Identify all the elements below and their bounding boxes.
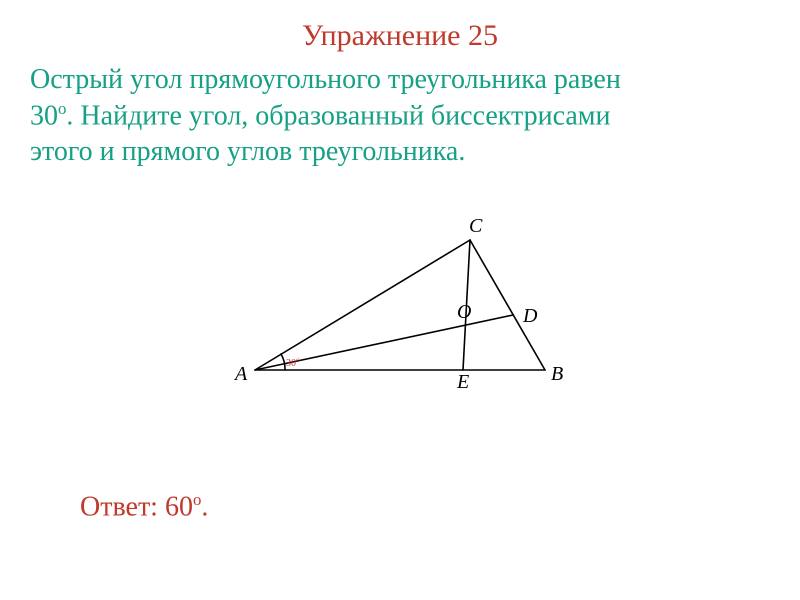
angle-deg: o xyxy=(296,356,300,364)
label-D: D xyxy=(522,305,538,327)
answer-line: Ответ: 60o. xyxy=(80,490,208,523)
label-O: O xyxy=(457,301,471,323)
problem-statement: Острый угол прямоугольного треугольника … xyxy=(30,62,770,170)
exercise-title: Упражнение 25 xyxy=(0,18,800,54)
edge-CA xyxy=(255,240,470,370)
triangle-diagram: 30o A B C D E O xyxy=(225,210,575,410)
answer-label: Ответ: xyxy=(80,491,165,522)
answer-period: . xyxy=(201,491,208,522)
problem-angle-value: 30 xyxy=(30,100,58,131)
label-C: C xyxy=(469,215,483,237)
problem-line3: этого и прямого углов треугольника. xyxy=(30,136,465,167)
triangle-edges xyxy=(255,240,545,370)
answer-value: 60 xyxy=(165,491,193,522)
label-A: A xyxy=(233,363,248,385)
angle-label-30: 30o xyxy=(286,356,300,369)
problem-line2-rest: . Найдите угол, образованный биссектриса… xyxy=(66,100,610,131)
label-E: E xyxy=(456,371,469,393)
problem-line1: Острый угол прямоугольного треугольника … xyxy=(30,64,621,95)
label-B: B xyxy=(551,363,563,385)
angle-arc-A xyxy=(281,354,285,370)
angle-value: 30 xyxy=(286,358,296,369)
